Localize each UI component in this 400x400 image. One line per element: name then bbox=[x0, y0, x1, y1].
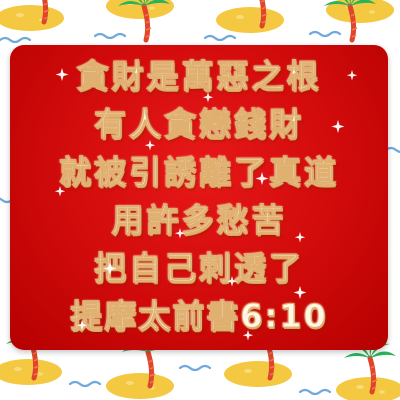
verse-line-4: 用許多愁苦 bbox=[111, 201, 287, 240]
island-icon bbox=[106, 373, 174, 399]
verse-text: 貪財是萬惡之根 有人貪戀錢財 就被引誘離了真道 用許多愁苦 把自己刺透了 提摩太… bbox=[10, 52, 388, 340]
verse-line-2: 有人貪戀錢財 bbox=[93, 105, 304, 144]
verse-line-3: 就被引誘離了真道 bbox=[58, 153, 339, 192]
island-icon bbox=[224, 361, 292, 387]
island-icon bbox=[0, 359, 62, 385]
verse-line-5: 把自己刺透了 bbox=[93, 249, 304, 288]
island-icon bbox=[336, 377, 400, 400]
verse-card bbox=[10, 45, 388, 350]
island-icon bbox=[0, 5, 64, 31]
verse-reference: 提摩太前書6:10 bbox=[70, 297, 328, 336]
verse-line-1: 貪財是萬惡之根 bbox=[76, 57, 322, 96]
island-icon bbox=[216, 7, 284, 33]
